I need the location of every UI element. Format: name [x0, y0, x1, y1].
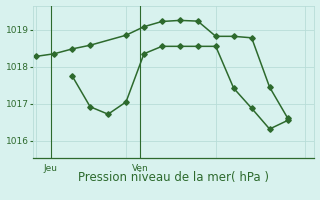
Text: Jeu: Jeu [44, 164, 58, 173]
Text: Ven: Ven [132, 164, 149, 173]
X-axis label: Pression niveau de la mer( hPa ): Pression niveau de la mer( hPa ) [78, 171, 269, 184]
